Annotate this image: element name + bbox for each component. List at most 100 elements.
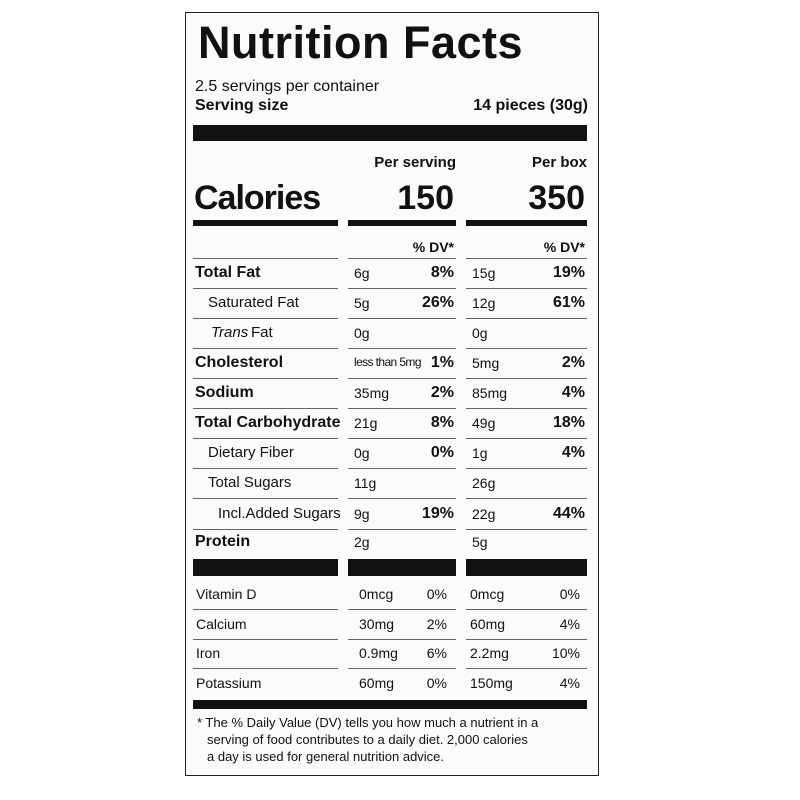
amount: 15g — [472, 265, 496, 281]
rule — [348, 468, 456, 469]
column-header: Per box — [531, 154, 587, 171]
rule — [466, 668, 587, 669]
amount: 5mg — [472, 355, 500, 371]
rule — [193, 609, 338, 610]
amount: 2.2mg — [470, 645, 509, 661]
amount: 0g — [354, 445, 370, 461]
rule — [348, 348, 456, 349]
nutrient-name: Protein — [195, 533, 251, 550]
nutrient-name: Saturated Fat — [208, 294, 299, 311]
bar — [193, 700, 587, 709]
rule — [466, 318, 587, 319]
rule — [348, 378, 456, 379]
amount: 0mcg — [470, 586, 505, 602]
dv-header: % DV* — [412, 239, 454, 255]
serving-size-label: Serving size — [195, 97, 289, 114]
title: Nutrition Facts — [198, 17, 524, 68]
serving-size-value: 14 pieces (30g) — [473, 97, 588, 114]
daily-value: 19% — [552, 264, 585, 281]
servings: 2.5 servings per container — [195, 78, 380, 95]
daily-value: 61% — [552, 294, 585, 311]
rule — [466, 258, 587, 259]
bar — [466, 559, 587, 576]
nutrient-name: Sodium — [195, 384, 254, 401]
bar — [193, 220, 338, 226]
vitamin-name: Calcium — [196, 615, 247, 632]
daily-value: 44% — [552, 505, 585, 522]
rule — [193, 468, 338, 469]
calories-value: 150 — [397, 179, 454, 217]
nutrient-name: Incl.Added Sugars — [218, 505, 341, 522]
rule — [466, 438, 587, 439]
bar — [466, 220, 587, 226]
rule — [348, 318, 456, 319]
nutrient-prefix: Trans — [211, 324, 249, 341]
bar — [348, 220, 456, 226]
rule — [348, 609, 456, 610]
footnote-line: * The % Daily Value (DV) tells you how m… — [197, 715, 539, 730]
daily-value: 6% — [426, 645, 447, 661]
amount: 0g — [354, 325, 370, 341]
amount: 0mcg — [359, 586, 394, 602]
rule — [466, 408, 587, 409]
rule — [193, 408, 338, 409]
rule — [348, 529, 456, 530]
amount: 0g — [472, 325, 488, 341]
daily-value: 1% — [430, 354, 454, 371]
rule — [348, 258, 456, 259]
amount: 60mg — [359, 674, 395, 691]
rule — [193, 438, 338, 439]
nutrient-name: Fat — [251, 324, 273, 341]
rule — [193, 638, 338, 640]
amount: 11g — [354, 475, 377, 491]
nutrient-name: Total Sugars — [208, 474, 292, 491]
calories-value: 350 — [528, 179, 585, 217]
daily-value: 2% — [426, 615, 447, 632]
vitamin-name: Vitamin D — [196, 586, 257, 602]
rule — [466, 288, 587, 289]
daily-value: 0% — [430, 444, 454, 461]
rule — [348, 288, 456, 289]
amount: 5g — [354, 295, 370, 311]
rule — [466, 609, 587, 610]
rule — [193, 498, 338, 499]
rule — [193, 258, 338, 259]
rule — [348, 498, 456, 499]
daily-value: 0% — [426, 586, 447, 602]
amount: 0.9mg — [359, 645, 398, 661]
amount: 5g — [472, 534, 488, 550]
daily-value: 2% — [561, 354, 585, 371]
daily-value: 19% — [421, 505, 454, 522]
rule — [466, 348, 587, 349]
daily-value: 18% — [552, 414, 585, 431]
daily-value: 26% — [421, 294, 454, 311]
amount: 30mg — [359, 615, 395, 632]
vitamin-name: Iron — [196, 645, 221, 661]
amount: 35mg — [354, 385, 390, 401]
daily-value: 4% — [559, 674, 580, 691]
rule — [466, 498, 587, 499]
rule — [466, 378, 587, 379]
rule — [193, 348, 338, 349]
daily-value: 8% — [430, 414, 454, 431]
rule — [193, 288, 338, 289]
amount: 12g — [472, 295, 496, 311]
daily-value: 4% — [561, 444, 585, 461]
amount: 60mg — [470, 615, 506, 632]
rule — [466, 529, 587, 530]
calories-label: Calories — [194, 179, 321, 217]
amount: 2g — [354, 534, 370, 550]
amount: 6g — [354, 265, 370, 281]
daily-value: 4% — [561, 384, 585, 401]
rule — [193, 529, 338, 530]
daily-value: 0% — [426, 674, 447, 691]
rule — [193, 378, 338, 379]
rule — [466, 468, 587, 469]
amount: 1g — [472, 445, 488, 461]
amount: 49g — [472, 415, 496, 431]
amount: less than 5mg — [354, 355, 422, 369]
nutrient-name: Total Carbohydrate — [195, 414, 341, 431]
amount: 9g — [354, 506, 370, 522]
vitamin-name: Potassium — [196, 674, 262, 691]
